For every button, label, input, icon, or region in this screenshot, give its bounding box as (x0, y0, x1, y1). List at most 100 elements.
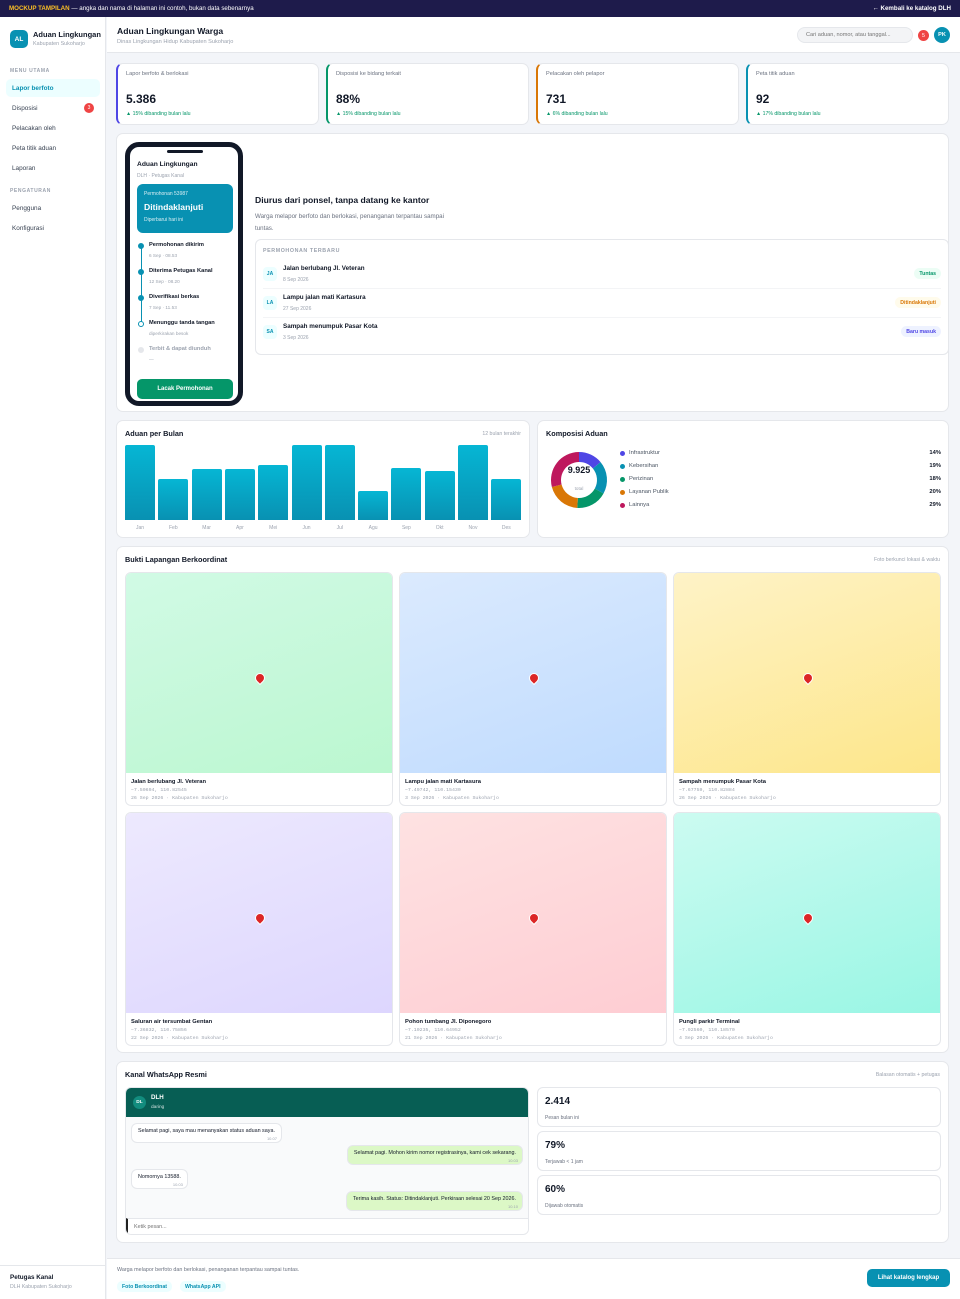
kpi-label: Peta titik aduan (756, 71, 795, 77)
message-time: 10.03 (172, 1182, 183, 1187)
sidebar-item-label: Pelacakan oleh (12, 124, 56, 132)
list-item-initials: SA (263, 325, 277, 339)
feature-tag: Foto Berkoordinat (117, 1281, 172, 1292)
message-input[interactable] (126, 1218, 528, 1234)
avatar[interactable]: PK (934, 27, 950, 43)
stat-value: 2.414 (545, 1096, 571, 1107)
avatar: DL (133, 1096, 146, 1109)
x-tick-label: Mar (202, 525, 211, 531)
app-title: Aduan Lingkungan (33, 30, 101, 39)
app-subtitle: Kabupaten Sukoharjo (33, 41, 85, 47)
evidence-photo-card[interactable]: Jalan berlubang Jl. Veteran −7.50694, 110… (125, 572, 393, 806)
stat-value: 79% (545, 1140, 566, 1151)
photo-image (400, 573, 666, 773)
photo-coordinates: −7.10235, 110.64952 (405, 1028, 461, 1033)
sidebar-item-pengguna[interactable]: Pengguna (6, 199, 100, 217)
track-request-button[interactable]: Lacak Permohonan (137, 379, 233, 399)
status-badge: Baru masuk (901, 326, 941, 337)
timeline-step-date: 7 Sep · 11.53 (149, 305, 177, 310)
evidence-photo-card[interactable]: Pohon tumbang Jl. Diponegoro −7.10235, 11… (399, 812, 667, 1046)
list-item[interactable]: SA Sampah menumpuk Pasar Kota 3 Sep 2026… (263, 318, 941, 347)
timeline-dot (138, 269, 144, 275)
x-tick-label: Okt (435, 525, 444, 531)
sidebar-item-peta-titik[interactable]: Peta titik aduan (6, 139, 100, 157)
evidence-photo-card[interactable]: Pungli parkir Terminal −7.92560, 110.1857… (673, 812, 941, 1046)
sidebar-item-pelacakan[interactable]: Pelacakan oleh (6, 119, 100, 137)
photo-date: 26 Sep 2026 · Kabupaten Sukoharjo (131, 796, 228, 801)
stat-value: 60% (545, 1184, 566, 1195)
stat-card: 2.414 Pesan bulan ini (537, 1087, 941, 1127)
timeline-dot-pending (138, 347, 144, 353)
x-tick-label: Jun (302, 525, 311, 531)
list-item[interactable]: JA Jalan berlubang Jl. Veteran 8 Sep 202… (263, 260, 941, 289)
bar-feb (158, 478, 189, 520)
section-note: Balasan otomatis + petugas (875, 1072, 940, 1078)
list-item[interactable]: LA Lampu jalan mati Kartasura 27 Sep 202… (263, 289, 941, 318)
status-badge: Ditindaklanjuti (895, 297, 941, 308)
kpi-change: ▲ 15% dibanding bulan lalu (336, 111, 401, 117)
chat-header: DL DLH daring (126, 1088, 528, 1117)
location-pin-icon (254, 912, 266, 924)
timeline-dot-current (138, 321, 144, 327)
kpi-label: Pelacakan oleh pelapor (546, 71, 605, 77)
bar-jun (291, 445, 322, 520)
legend-label: Infrastruktur (629, 450, 660, 456)
phone-notch (167, 150, 203, 153)
back-to-catalog-link[interactable]: ← Kembali ke katalog DLH (872, 5, 951, 12)
timeline-step-date: — (149, 357, 154, 362)
view-catalog-button[interactable]: Lihat katalog lengkap (867, 1269, 950, 1287)
stat-card: 79% Terjawab < 1 jam (537, 1131, 941, 1171)
message-time: 10.07 (266, 1136, 277, 1141)
message-text: Selamat pagi. Mohon kirim nomor registra… (353, 1150, 516, 1156)
photo-image (126, 813, 392, 1013)
location-pin-icon (528, 912, 540, 924)
timeline-step-title: Menunggu tanda tangan (149, 320, 215, 326)
bar-sep (391, 468, 422, 520)
kpi-value: 92 (756, 92, 770, 106)
section-label-settings: PENGATURAN (10, 188, 51, 194)
legend-dot (620, 490, 625, 495)
legend-label: Lainnya (629, 502, 650, 508)
kpi-value: 731 (546, 92, 567, 106)
request-number: Permohonan 53987 (144, 191, 188, 197)
message-text: Nomornya 13588. (138, 1174, 181, 1180)
evidence-photo-card[interactable]: Lampu jalan mati Kartasura −7.49742, 110.… (399, 572, 667, 806)
photo-date: 26 Sep 2026 · Kabupaten Sukoharjo (679, 796, 776, 801)
legend-value: 18% (929, 476, 941, 482)
legend-value: 19% (929, 463, 941, 469)
photo-date: 22 Sep 2026 · Kabupaten Sukoharjo (131, 1036, 228, 1041)
photo-coordinates: −7.92560, 110.18570 (679, 1028, 735, 1033)
sidebar-item-label: Konfigurasi (12, 224, 44, 232)
x-tick-label: Agu (368, 525, 378, 531)
list-item-title: Lampu jalan mati Kartasura (283, 294, 366, 301)
message-text: Terima kasih. Status: Ditindaklanjuti. P… (352, 1196, 516, 1202)
evidence-photo-card[interactable]: Sampah menumpuk Pasar Kota −7.67759, 110.… (673, 572, 941, 806)
bar-agu (358, 490, 389, 520)
chat-message-out: Selamat pagi. Mohon kirim nomor registra… (347, 1146, 522, 1164)
mockup-notice: MOCKUP TAMPILAN — angka dan nama di hala… (9, 5, 254, 12)
status-badge: Tuntas (914, 268, 941, 279)
legend-dot (620, 477, 625, 482)
sidebar-item-laporan[interactable]: Laporan (6, 159, 100, 177)
evidence-photo-card[interactable]: Saluran air tersumbat Gentan −7.36832, 11… (125, 812, 393, 1046)
recent-title: PERMOHONAN TERBARU (263, 248, 341, 254)
timeline-step-title: Diterima Petugas Kanal (149, 268, 213, 274)
legend-value: 20% (929, 489, 941, 495)
x-tick-label: Jul (336, 525, 343, 531)
location-pin-icon (528, 672, 540, 684)
search-input[interactable] (797, 27, 913, 43)
bar-nov (458, 445, 488, 520)
hero-heading: Diurus dari ponsel, tanpa datang ke kant… (255, 195, 430, 205)
legend-dot (620, 451, 625, 456)
stat-card: 60% Dijawab otomatis (537, 1175, 941, 1215)
sidebar-item-lapor-berfoto[interactable]: Lapor berfoto (6, 79, 100, 97)
notification-badge[interactable]: 5 (918, 30, 929, 41)
mockup-text: — angka dan nama di halaman ini contoh, … (69, 5, 254, 12)
timeline-dot (138, 243, 144, 249)
sidebar-item-konfigurasi[interactable]: Konfigurasi (6, 219, 100, 237)
kpi-label: Lapor berfoto & berlokasi (126, 71, 189, 77)
photo-title: Sampah menumpuk Pasar Kota (679, 779, 766, 785)
sidebar-item-disposisi[interactable]: Disposisi 3 (6, 99, 100, 117)
photo-title: Lampu jalan mati Kartasura (405, 779, 482, 785)
bar-jan (125, 445, 155, 520)
